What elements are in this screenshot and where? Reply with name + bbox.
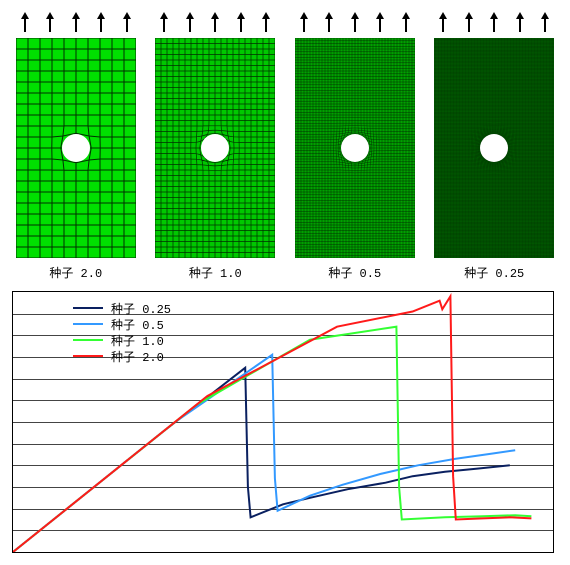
up-arrow-icon [328,12,330,36]
up-arrow-icon [354,12,356,36]
load-arrows [291,12,419,36]
load-arrows [12,12,140,36]
mesh-label: 种子 2.0 [49,264,102,281]
legend-swatch [73,323,103,325]
mesh-label: 种子 1.0 [189,264,242,281]
up-arrow-icon [126,12,128,36]
legend-label: 种子 1.0 [111,332,164,349]
up-arrow-icon [240,12,242,36]
up-arrow-icon [49,12,51,36]
up-arrow-icon [379,12,381,36]
up-arrow-icon [544,12,546,36]
mesh-panel-3: 种子 0.25 [431,12,559,281]
mesh-box [434,38,554,258]
mesh-label: 种子 0.5 [328,264,381,281]
up-arrow-icon [214,12,216,36]
up-arrow-icon [405,12,407,36]
mesh-panel-2: 种子 0.5 [291,12,419,281]
mesh-box [295,38,415,258]
legend-row: 种子 0.25 [73,300,171,316]
up-arrow-icon [493,12,495,36]
legend-label: 种子 2.0 [111,348,164,365]
up-arrow-icon [265,12,267,36]
load-arrows [152,12,280,36]
up-arrow-icon [442,12,444,36]
mesh-panels-row: 种子 2.0 种子 1.0 种子 0.5 种子 0.25 [12,12,558,281]
legend-row: 种子 0.5 [73,316,171,332]
up-arrow-icon [163,12,165,36]
up-arrow-icon [24,12,26,36]
legend-label: 种子 0.5 [111,316,164,333]
up-arrow-icon [75,12,77,36]
up-arrow-icon [468,12,470,36]
up-arrow-icon [519,12,521,36]
line-chart: 种子 0.25种子 0.5种子 1.0种子 2.0 [12,291,554,553]
mesh-box [16,38,136,258]
legend-swatch [73,339,103,341]
mesh-panel-1: 种子 1.0 [152,12,280,281]
chart-legend: 种子 0.25种子 0.5种子 1.0种子 2.0 [73,300,171,364]
legend-swatch [73,355,103,357]
up-arrow-icon [189,12,191,36]
up-arrow-icon [303,12,305,36]
legend-row: 种子 2.0 [73,348,171,364]
legend-row: 种子 1.0 [73,332,171,348]
up-arrow-icon [100,12,102,36]
legend-label: 种子 0.25 [111,300,171,317]
legend-swatch [73,307,103,309]
mesh-label: 种子 0.25 [464,264,524,281]
mesh-box [155,38,275,258]
mesh-panel-0: 种子 2.0 [12,12,140,281]
load-arrows [431,12,559,36]
